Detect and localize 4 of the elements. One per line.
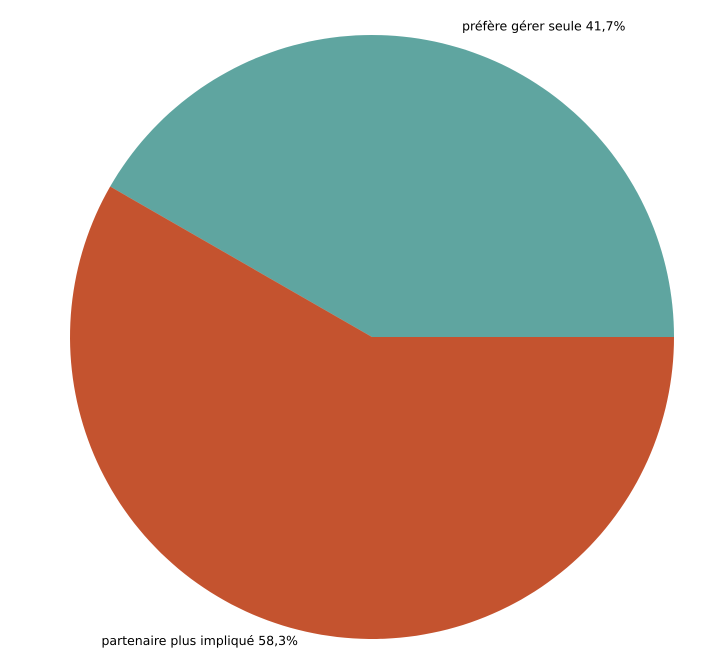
data-label: 58,3% [259, 636, 298, 646]
slice-label: préfère gérer seule [463, 20, 582, 33]
slice-label: partenaire plus impliqué [102, 634, 254, 648]
data-label: 41,7% [586, 21, 625, 32]
